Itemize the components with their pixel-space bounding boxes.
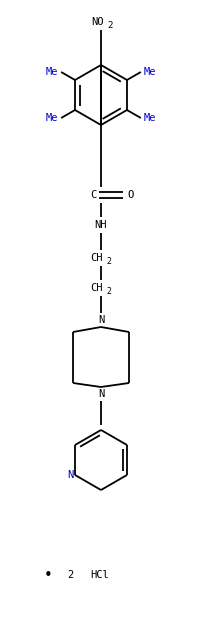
Text: N: N (67, 470, 73, 480)
Text: 2: 2 (66, 570, 73, 580)
Text: N: N (97, 389, 104, 399)
Text: NO: NO (91, 17, 104, 27)
Text: 2: 2 (107, 21, 112, 30)
Text: 2: 2 (106, 286, 111, 296)
Text: CH: CH (90, 253, 103, 263)
Text: Me: Me (143, 67, 155, 77)
Text: C: C (89, 190, 96, 200)
Text: •: • (43, 567, 52, 582)
Text: CH: CH (90, 283, 103, 293)
Text: O: O (127, 190, 134, 200)
Text: NH: NH (94, 220, 107, 230)
Text: N: N (97, 315, 104, 325)
Text: HCl: HCl (90, 570, 109, 580)
Text: Me: Me (143, 113, 155, 123)
Text: Me: Me (46, 67, 58, 77)
Text: Me: Me (46, 113, 58, 123)
Text: 2: 2 (106, 257, 111, 265)
